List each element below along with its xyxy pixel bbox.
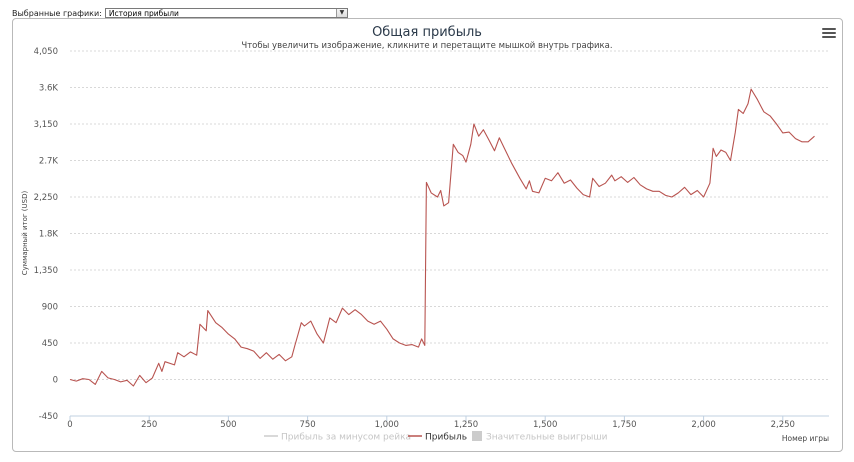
y-tick-label: 1,350: [34, 266, 58, 276]
x-tick-label: 0: [67, 420, 72, 430]
chart-selector-label: Выбранные графики:: [12, 8, 102, 18]
y-tick-label: 3.6K: [39, 84, 59, 94]
x-tick-label: 2,000: [691, 420, 715, 430]
x-axis-label: Номер игры: [782, 434, 829, 443]
chart-selector-bar: Выбранные графики: История прибыли ▼: [12, 7, 348, 19]
y-tick-label: 1.8K: [39, 230, 59, 240]
x-tick-label: 1,750: [612, 420, 636, 430]
chart-subtitle: Чтобы увеличить изображение, кликните и …: [241, 41, 612, 51]
y-tick-label: 3,150: [34, 120, 58, 130]
y-tick-label: 900: [42, 303, 58, 313]
x-tick-label: 750: [299, 420, 315, 430]
x-tick-label: 1,000: [375, 420, 399, 430]
chart-menu-icon[interactable]: [822, 27, 836, 39]
chart-selector-value: История прибыли: [108, 9, 179, 18]
x-tick-label: 2,250: [771, 420, 795, 430]
profit-series-line: [69, 88, 815, 387]
x-tick-label: 1,500: [533, 420, 557, 430]
dropdown-arrow-icon[interactable]: ▼: [335, 9, 347, 17]
legend-item-label[interactable]: Значительные выигрыши: [486, 433, 608, 443]
x-tick-label: 500: [220, 420, 236, 430]
y-tick-label: -450: [39, 412, 58, 422]
legend-item-label[interactable]: Прибыль: [425, 433, 467, 443]
y-tick-label: 2.7K: [39, 157, 59, 167]
y-tick-label: 450: [42, 339, 58, 349]
legend-item-label[interactable]: Прибыль за минусом рейка: [281, 433, 411, 443]
legend-symbol-box: [472, 431, 482, 441]
x-tick-label: 1,250: [454, 420, 478, 430]
chart-title: Общая прибыль: [372, 25, 482, 40]
chart-selector-dropdown[interactable]: История прибыли ▼: [104, 8, 348, 18]
y-tick-label: 4,050: [34, 47, 58, 57]
y-tick-label: 0: [53, 376, 58, 386]
y-tick-label: 2,250: [34, 193, 58, 203]
y-axis-label: Суммарный итог (USD): [21, 191, 29, 276]
x-tick-label: 250: [141, 420, 157, 430]
